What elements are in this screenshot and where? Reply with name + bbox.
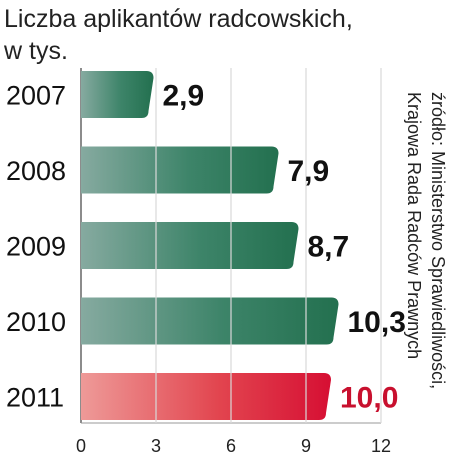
- category-label-2008: 2008: [6, 156, 66, 186]
- gridlines-over-bars: [155, 68, 382, 423]
- value-label-2011: 10,0: [340, 382, 398, 415]
- bar-2008: [81, 146, 279, 194]
- value-label-2008: 7,9: [288, 155, 330, 188]
- value-labels: 2,9 7,9 8,7 10,3 10,0: [163, 80, 406, 415]
- x-tick-3: 3: [151, 436, 161, 456]
- bar-2007: [81, 71, 154, 118]
- category-labels: 2007 2008 2009 2010 2011: [6, 81, 66, 413]
- bar-2011: [81, 373, 331, 420]
- x-tick-6: 6: [226, 436, 236, 456]
- chart-title: Liczba aplikantów radcowskich,: [4, 5, 353, 33]
- bar-2010: [81, 297, 339, 345]
- category-label-2009: 2009: [6, 232, 66, 262]
- bars: [81, 71, 339, 420]
- value-label-2010: 10,3: [348, 306, 406, 339]
- value-label-2007: 2,9: [163, 80, 205, 113]
- source-line-2: Krajowa Rada Radców Prawnych: [404, 92, 424, 359]
- source-note: źródło: Ministerstwo Sprawiedliwości, Kr…: [404, 92, 448, 389]
- value-label-2009: 8,7: [308, 231, 350, 264]
- category-label-2010: 2010: [6, 307, 66, 337]
- x-tick-0: 0: [76, 436, 86, 456]
- x-tick-9: 9: [301, 436, 311, 456]
- chart-subtitle: w tys.: [3, 37, 68, 65]
- source-line-1: źródło: Ministerstwo Sprawiedliwości,: [428, 92, 448, 389]
- x-axis-ticks: 0 3 6 9 12: [76, 436, 391, 456]
- x-tick-12: 12: [371, 436, 391, 456]
- category-label-2011: 2011: [6, 383, 64, 413]
- category-label-2007: 2007: [6, 81, 66, 111]
- bar-2009: [81, 222, 299, 269]
